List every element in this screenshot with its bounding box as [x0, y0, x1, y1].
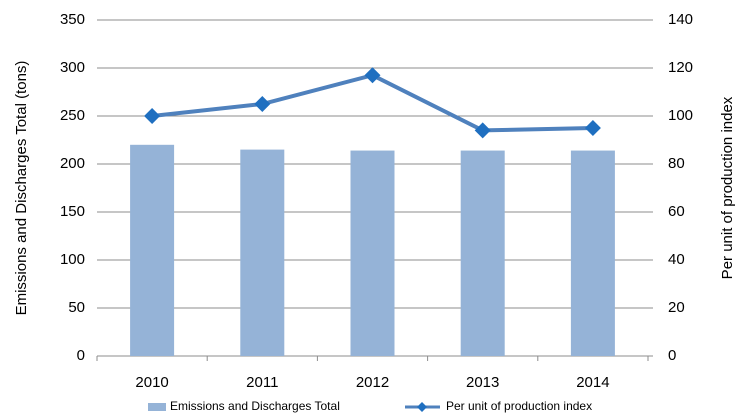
marker: [474, 122, 491, 139]
y-tick-label: 150: [60, 203, 85, 220]
y-tick-label: 300: [60, 59, 85, 76]
marker: [584, 120, 601, 136]
marker: [364, 67, 381, 84]
y-tick-label: 50: [68, 299, 85, 316]
marker: [144, 108, 161, 124]
y2-tick-label: 120: [668, 59, 693, 76]
y-tick-label: 0: [77, 347, 85, 364]
x-tick-label: 2011: [246, 374, 278, 391]
legend-label: Emissions and Discharges Total: [170, 399, 340, 413]
y2-tick-label: 0: [668, 347, 676, 364]
y2-axis-label: Per unit of production index: [719, 96, 736, 279]
legend-swatch: [417, 402, 427, 412]
y2-tick-label: 40: [668, 251, 685, 268]
legend-label: Per unit of production index: [446, 399, 592, 413]
bar: [570, 150, 615, 356]
legend-swatch: [148, 403, 166, 411]
y-tick-label: 350: [60, 11, 85, 28]
y-tick-label: 200: [60, 155, 85, 172]
x-tick-label: 2012: [356, 374, 389, 391]
line: [151, 73, 593, 133]
bar: [130, 144, 175, 356]
bar: [350, 150, 395, 356]
y-axis-label: Emissions and Discharges Total (tons): [13, 61, 30, 316]
x-tick-label: 2010: [135, 374, 168, 391]
y2-tick-label: 20: [668, 299, 685, 316]
marker: [254, 96, 271, 112]
y2-tick-label: 140: [668, 11, 693, 28]
bar: [240, 149, 285, 356]
bar: [460, 150, 505, 356]
y2-tick-label: 60: [668, 203, 685, 220]
y2-tick-label: 80: [668, 155, 685, 172]
y2-tick-label: 100: [668, 107, 693, 124]
y-tick-label: 100: [60, 251, 85, 268]
x-tick-label: 2014: [576, 374, 609, 391]
y-tick-label: 250: [60, 107, 85, 124]
x-tick-label: 2013: [466, 374, 499, 391]
